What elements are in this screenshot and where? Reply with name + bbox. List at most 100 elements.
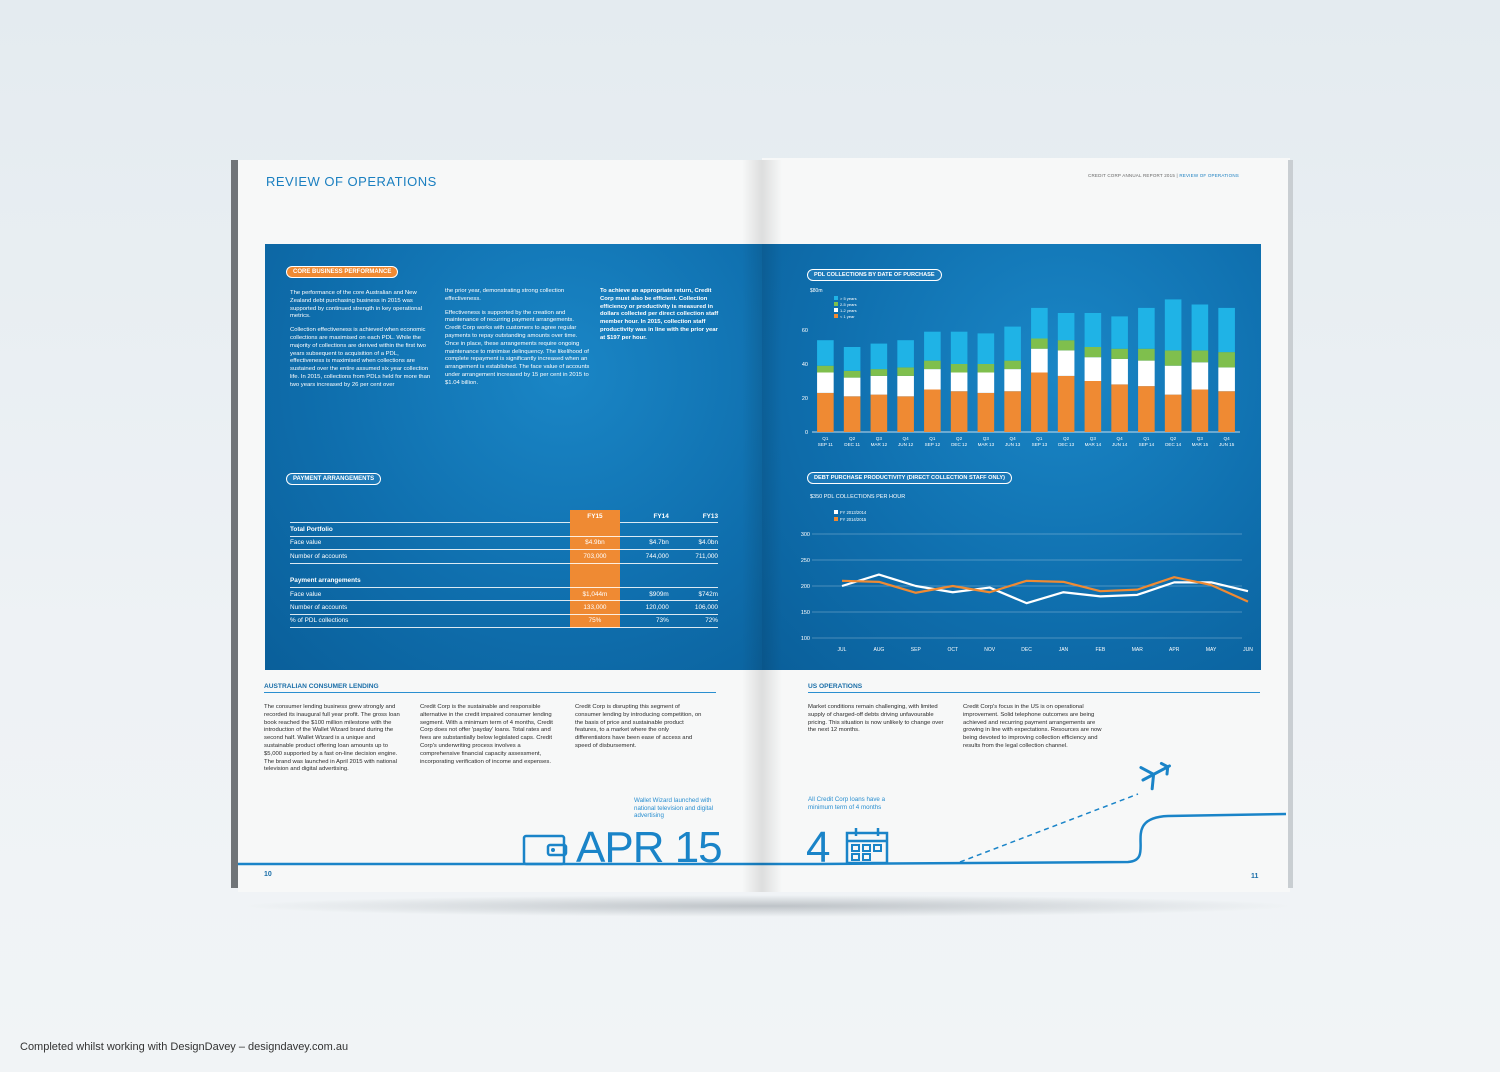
min-term-caption: All Credit Corp loans have a minimum ter… xyxy=(808,796,886,811)
consumer-col-3: Credit Corp is disrupting this segment o… xyxy=(575,704,702,749)
us-col-2: Credit Corp's focus in the US is on oper… xyxy=(963,704,1102,749)
bar-segment xyxy=(1191,350,1209,363)
line-y-tick: 150 xyxy=(801,610,810,616)
bar-segment xyxy=(1164,350,1182,366)
bar-x-month: JUN 14 xyxy=(1112,442,1128,447)
line-legend-swatch xyxy=(834,510,838,514)
payment-table: FY15 FY14 FY13 Total Portfolio Face value… xyxy=(290,510,718,629)
bar-segment xyxy=(977,333,995,364)
bar-segment xyxy=(924,369,941,390)
payment-row: Face value $1,044m $909m $742m xyxy=(290,587,718,602)
bar-x-quarter: Q3 xyxy=(876,436,883,441)
bar-segment xyxy=(1004,360,1021,370)
bar-x-month: MAR 13 xyxy=(978,442,995,447)
line-x-tick: AUG xyxy=(873,647,884,653)
line-legend-label: FY 2014/2015 xyxy=(840,517,867,522)
payment-row-label: Face value xyxy=(290,587,451,602)
bar-segment xyxy=(870,343,888,370)
left-cover-edge xyxy=(231,160,239,888)
payment-row-spacer xyxy=(450,614,571,629)
payment-cell: $742m xyxy=(668,587,718,602)
payment-cell xyxy=(619,522,669,537)
payment-cell: 73% xyxy=(619,614,669,629)
payment-row-label xyxy=(290,563,451,575)
core-col-2-para-2: Effectiveness is supported by the creati… xyxy=(445,309,590,386)
payment-cell xyxy=(620,563,669,575)
bar-segment xyxy=(1057,375,1075,432)
bar-x-quarter: Q3 xyxy=(1090,436,1097,441)
pdl-chart-title: PDL COLLECTIONS BY DATE OF PURCHASE xyxy=(807,269,942,281)
payment-row-label: Payment arrangements xyxy=(290,574,451,588)
line-x-tick: NOV xyxy=(984,647,996,653)
bar-x-month: DEC 14 xyxy=(1165,442,1182,447)
line-series xyxy=(841,573,1249,605)
payment-row-label: Total Portfolio xyxy=(290,522,451,537)
payment-row-spacer xyxy=(451,563,571,575)
bar-segment xyxy=(950,364,968,373)
bar-x-quarter: Q4 xyxy=(1010,436,1017,441)
bar-segment xyxy=(1057,313,1075,341)
airplane-icon xyxy=(1139,761,1171,791)
bar-segment xyxy=(1031,348,1048,373)
core-col-1: The performance of the core Australian a… xyxy=(290,290,432,396)
bar-x-quarter: Q1 xyxy=(1036,436,1043,441)
bar-segment xyxy=(924,389,941,432)
bar-x-month: MAR 15 xyxy=(1192,442,1209,447)
line-x-tick: SEP xyxy=(911,647,922,653)
payment-cell: 711,000 xyxy=(668,549,718,564)
col-fy14: FY14 xyxy=(619,510,669,524)
bar-segment xyxy=(1084,357,1102,381)
bar-segment xyxy=(1138,360,1155,387)
consumer-lending-heading: AUSTRALIAN CONSUMER LENDING xyxy=(264,683,716,693)
book-gutter xyxy=(742,160,782,892)
page-number-right: 11 xyxy=(1251,873,1259,880)
wallet-wizard-caption: Wallet Wizard launched with national tel… xyxy=(634,797,714,820)
bar-segment xyxy=(870,369,888,376)
payment-cell: 72% xyxy=(668,614,718,629)
line-y-tick: 200 xyxy=(801,584,810,590)
bar-segment xyxy=(897,340,914,368)
bar-x-quarter: Q3 xyxy=(1197,436,1204,441)
bar-segment xyxy=(1084,381,1102,432)
payment-row xyxy=(290,563,718,575)
bar-x-quarter: Q2 xyxy=(849,436,856,441)
bar-segment xyxy=(1084,313,1102,347)
payment-row-spacer xyxy=(450,600,571,615)
payment-table-body: Total Portfolio Face value $4.9bn $4.7bn $4.… xyxy=(290,522,718,629)
bar-segment xyxy=(950,331,968,364)
bar-segment xyxy=(1004,326,1021,361)
payment-row: Number of accounts 133,000 120,000 106,000 xyxy=(290,600,718,615)
bar-segment xyxy=(897,396,914,432)
payment-row-label: Number of accounts xyxy=(290,600,451,615)
bar-segment xyxy=(1111,384,1128,432)
core-col-2: the prior year, demonstrating strong col… xyxy=(445,288,590,394)
payment-cell: 703,000 xyxy=(570,549,620,564)
bar-segment xyxy=(1004,391,1021,432)
bar-x-quarter: Q2 xyxy=(1063,436,1070,441)
bar-segment xyxy=(817,372,834,393)
payment-cell: $4.0bn xyxy=(668,536,718,551)
payment-cell: 120,000 xyxy=(619,600,669,615)
bar-x-month: MAR 14 xyxy=(1085,442,1102,447)
consumer-col-1: The consumer lending business grew stron… xyxy=(264,704,400,773)
core-col-1-para-2: Collection effectiveness is achieved whe… xyxy=(290,327,431,388)
bar-segment xyxy=(977,392,995,432)
bar-segment xyxy=(1164,365,1182,395)
bar-segment xyxy=(950,391,968,432)
bar-segment xyxy=(1191,389,1209,432)
bar-legend-label: < 1 year xyxy=(840,314,855,319)
apr-15-big-text: APR 15 xyxy=(576,823,723,872)
bar-segment xyxy=(870,394,888,432)
payment-cell: $909m xyxy=(619,587,669,602)
bar-y-unit: $80m xyxy=(810,288,823,294)
running-header-section: REVIEW OF OPERATIONS xyxy=(1179,173,1239,178)
bar-x-month: JUN 12 xyxy=(898,442,914,447)
bar-segment xyxy=(1111,348,1128,359)
bar-segment xyxy=(843,347,861,371)
bar-x-quarter: Q4 xyxy=(1117,436,1124,441)
col-fy15: FY15 xyxy=(570,510,620,523)
payment-cell: 106,000 xyxy=(668,600,718,615)
payment-row: Face value $4.9bn $4.7bn $4.0bn xyxy=(290,536,718,551)
productivity-chart-title: DEBT PURCHASE PRODUCTIVITY (DIRECT COLLE… xyxy=(807,472,1013,484)
